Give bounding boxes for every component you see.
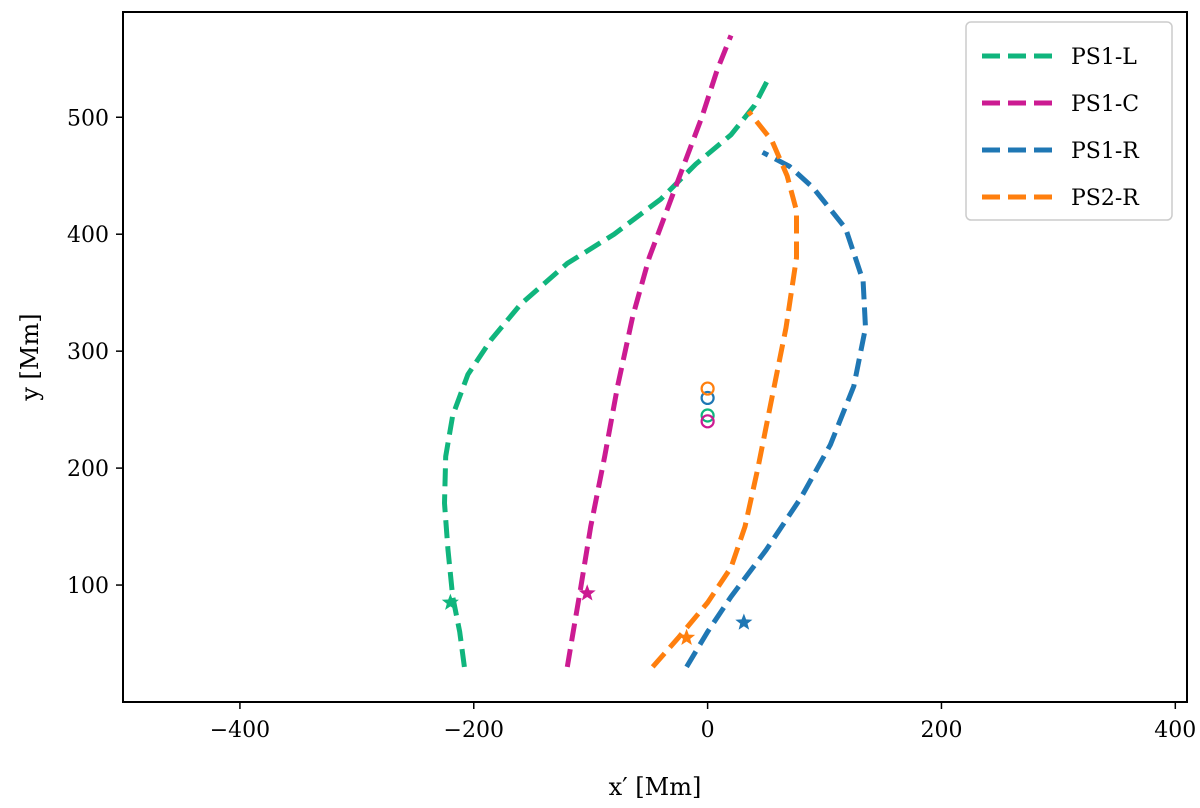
x-tick-label: −200 — [444, 718, 504, 743]
legend: PS1-L PS1-C PS1-R PS2-R — [965, 21, 1173, 221]
legend-label-ps1-c: PS1-C — [1071, 92, 1139, 117]
star-marker-ps2-r — [678, 628, 696, 645]
y-tick-label: 200 — [67, 457, 109, 482]
y-axis-ticks: 100 200 300 400 500 — [67, 106, 123, 599]
plot-frame — [122, 11, 1188, 703]
y-tick-label: 500 — [67, 106, 109, 131]
legend-label-ps1-r: PS1-R — [1071, 139, 1140, 164]
y-tick-label: 300 — [67, 340, 109, 365]
circle-marker-ps2-r — [700, 381, 715, 396]
star-marker-ps1-c — [578, 584, 596, 601]
series-line-ps2-r — [650, 109, 799, 669]
y-axis-label: y [Mm] — [16, 313, 44, 401]
x-tick-label: −400 — [210, 718, 270, 743]
legend-label-ps1-l: PS1-L — [1071, 45, 1137, 70]
y-tick-label: 100 — [67, 574, 109, 599]
circle-marker-ps1-l — [700, 408, 715, 423]
x-tick-label: 0 — [701, 718, 715, 743]
star-marker-ps1-l — [441, 593, 459, 610]
x-axis-label: x′ [Mm] — [609, 773, 702, 801]
series-line-ps1-c — [564, 34, 734, 668]
legend-box — [965, 21, 1173, 221]
x-axis-ticks: −400 −200 0 200 400 — [210, 702, 1196, 743]
y-tick-label: 400 — [67, 223, 109, 248]
circle-marker-ps1-r — [700, 390, 715, 406]
star-marker-ps1-r — [735, 613, 753, 630]
series-layer — [442, 34, 868, 669]
circle-marker-ps1-c — [700, 414, 715, 429]
x-tick-label: 400 — [1154, 718, 1196, 743]
marker-layer — [441, 381, 753, 645]
series-line-ps1-r — [684, 150, 868, 669]
x-tick-label: 200 — [920, 718, 962, 743]
series-line-ps1-l — [442, 75, 772, 668]
legend-label-ps2-r: PS2-R — [1071, 186, 1140, 211]
